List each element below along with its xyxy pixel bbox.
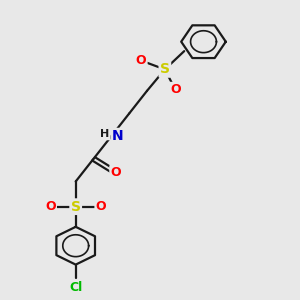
- Text: Cl: Cl: [69, 281, 82, 294]
- Text: N: N: [112, 129, 124, 143]
- Text: O: O: [136, 54, 146, 67]
- Text: O: O: [170, 83, 181, 96]
- Text: H: H: [100, 129, 110, 139]
- Text: O: O: [96, 200, 106, 213]
- Text: S: S: [71, 200, 81, 214]
- Text: O: O: [45, 200, 56, 213]
- Text: S: S: [160, 62, 170, 76]
- Text: O: O: [110, 166, 121, 179]
